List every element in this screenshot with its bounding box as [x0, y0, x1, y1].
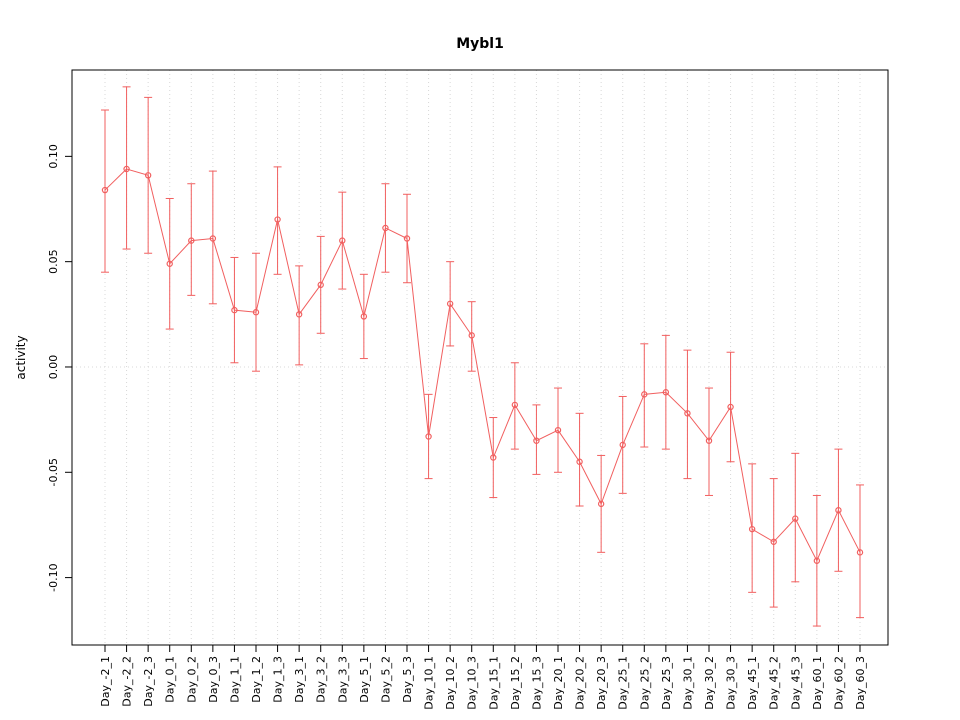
data-point	[641, 391, 648, 398]
axes	[65, 69, 889, 652]
data-point	[231, 306, 238, 314]
chart-title: Mybl1	[456, 36, 504, 52]
x-tick-label: Day_20_1	[552, 656, 565, 710]
series-line	[104, 168, 861, 562]
x-tick-label: Day_0_3	[207, 656, 220, 703]
data-point	[101, 186, 109, 194]
x-tick-label: Day_-2_1	[99, 656, 112, 707]
x-tick-label: Day_3_1	[293, 656, 306, 703]
x-tick-label: Day_25_1	[617, 656, 630, 710]
data-point	[684, 410, 691, 417]
x-tick-label: Day_45_1	[746, 656, 759, 710]
data-point	[123, 165, 130, 173]
data-point	[252, 309, 260, 316]
x-tick-label: Day_-2_3	[142, 656, 155, 707]
data-point	[166, 260, 173, 267]
data-point	[209, 235, 217, 242]
x-tick-label: Day_0_2	[185, 656, 198, 703]
data-point	[619, 441, 626, 449]
data-point	[317, 281, 324, 289]
y-tick-label: 0.00	[47, 355, 60, 380]
data-point	[360, 313, 368, 320]
data-point	[554, 426, 562, 434]
x-tick-label: Day_60_2	[832, 656, 845, 710]
data-points	[101, 165, 864, 564]
error-bar	[769, 478, 778, 608]
x-tick-label: Day_45_3	[789, 656, 802, 710]
data-point	[339, 237, 346, 244]
data-point	[856, 549, 864, 556]
x-tick-label: Day_30_2	[703, 656, 716, 710]
data-point	[403, 235, 411, 242]
data-point	[770, 538, 777, 545]
x-tick-label: Day_5_3	[401, 656, 414, 703]
y-axis-label: activity	[14, 335, 28, 379]
data-point	[597, 500, 605, 508]
error-bar	[532, 404, 541, 475]
data-point	[425, 433, 432, 440]
data-point	[144, 172, 152, 179]
x-tick-label: Day_30_3	[725, 656, 738, 710]
x-tick-label: Day_10_3	[466, 656, 479, 710]
x-tick-label: Day_1_1	[228, 656, 241, 703]
error-bar	[705, 387, 713, 496]
x-tick-label: Day_30_1	[681, 656, 694, 710]
x-tick-label: Day_3_3	[336, 656, 349, 703]
x-tick-label: Day_20_2	[574, 656, 587, 710]
plot-border	[71, 69, 889, 646]
error-bar	[208, 170, 217, 305]
data-point	[188, 237, 195, 244]
data-point	[813, 557, 821, 564]
series-line-group	[104, 168, 861, 562]
data-point	[792, 515, 799, 522]
x-tick-label: Day_3_2	[315, 656, 328, 703]
data-point	[511, 401, 519, 409]
error-bar	[101, 109, 109, 273]
x-tick-label: Day_-2_2	[121, 656, 134, 707]
error-bar	[295, 265, 304, 366]
data-point	[382, 224, 389, 232]
data-point	[468, 332, 475, 339]
x-tick-label: Day_15_3	[530, 656, 543, 710]
data-point	[533, 437, 540, 444]
x-tick-label: Day_5_1	[358, 656, 371, 703]
error-bar	[791, 452, 800, 583]
x-tick-label: Day_25_2	[638, 656, 651, 710]
y-tick-label: -0.05	[47, 458, 60, 486]
x-tick-label: Day_1_2	[250, 656, 263, 703]
data-point	[662, 389, 670, 396]
x-tick-label: Day_60_3	[854, 656, 867, 710]
x-tick-label: Day_15_2	[509, 656, 522, 710]
y-tick-label: 0.05	[47, 249, 60, 274]
axis-labels: -0.10 -0.05 0.00 0.05 0.10 Day_-2_1 Day_-2_2 Da…	[14, 36, 867, 710]
x-tick-label: Day_15_1	[487, 656, 500, 710]
y-tick-label: 0.10	[47, 144, 60, 169]
y-tick-label: -0.10	[47, 563, 60, 591]
data-point	[576, 458, 583, 465]
x-tick-label: Day_25_3	[660, 656, 673, 710]
x-tick-label: Day_0_1	[164, 656, 177, 703]
data-point	[446, 300, 454, 307]
x-tick-label: Day_20_3	[595, 656, 608, 710]
x-tick-label: Day_1_3	[272, 656, 285, 703]
error-bar	[683, 349, 692, 480]
error-bar	[122, 86, 131, 250]
data-point	[274, 216, 281, 223]
data-point	[727, 403, 734, 411]
x-tick-label: Day_10_2	[444, 656, 457, 710]
x-tick-label: Day_10_1	[423, 656, 436, 710]
x-tick-label: Day_5_2	[379, 656, 392, 703]
error-bar	[187, 183, 196, 296]
x-tick-label: Day_45_2	[768, 656, 781, 710]
x-tick-label: Day_60_1	[811, 656, 824, 710]
data-point	[835, 507, 842, 514]
grid-lines	[72, 70, 888, 645]
error-bars	[101, 86, 864, 627]
data-point	[748, 525, 756, 533]
data-point	[295, 311, 303, 318]
data-point	[705, 437, 713, 444]
data-point	[490, 454, 497, 461]
